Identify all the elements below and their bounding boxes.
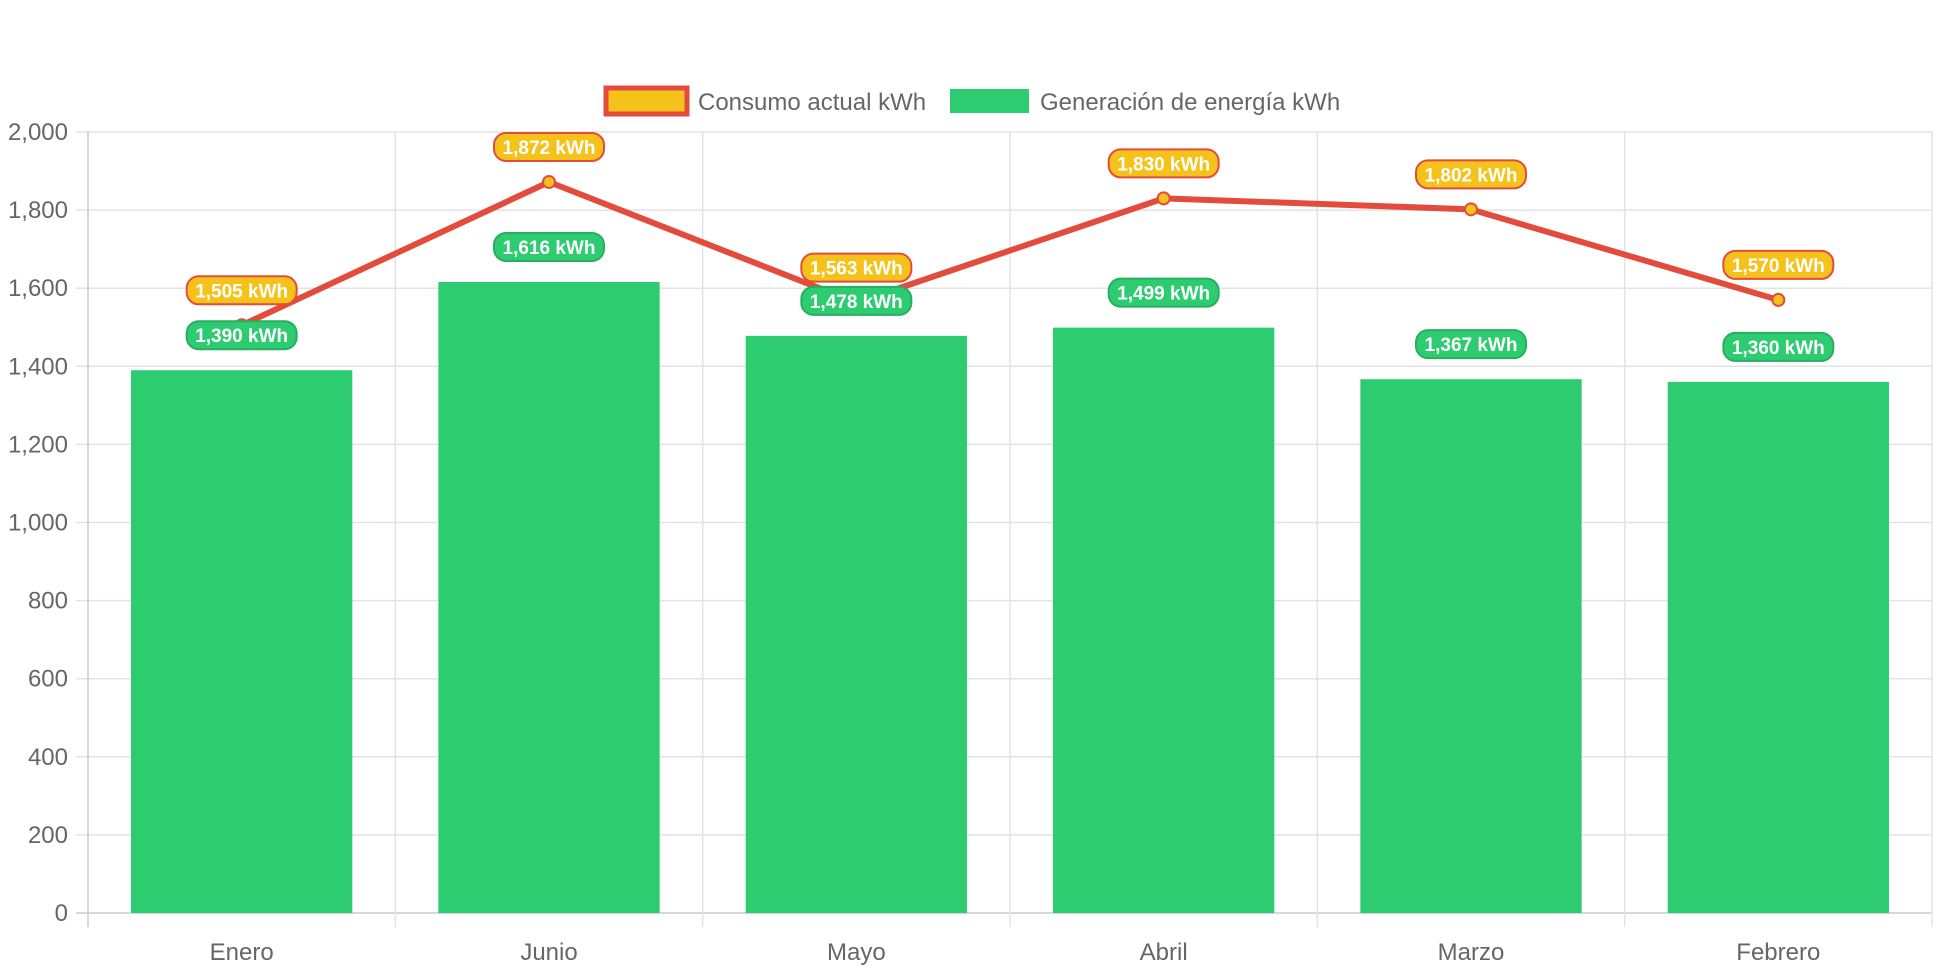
line-data-label: 1,830 kWh	[1107, 148, 1220, 179]
bar[interactable]	[1667, 381, 1889, 913]
bar[interactable]	[1360, 379, 1582, 913]
line-data-label-box	[185, 275, 298, 306]
bar-data-label: 1,390 kWh	[185, 320, 298, 351]
bar[interactable]	[438, 281, 660, 913]
y-tick-label: 1,200	[8, 431, 68, 458]
line-data-label-box	[800, 252, 913, 283]
y-axis: 0 200 400 600 800 1,000 1,200 1,400 1,600 1,800 2,…	[8, 119, 68, 927]
bar-data-label: 1,499 kWh	[1107, 277, 1220, 308]
line-data-label: 1,570 kWh	[1722, 249, 1835, 280]
legend-label-consumo: Consumo actual kWh	[698, 89, 926, 116]
bar-data-label-text: 1,367 kWh	[1425, 335, 1518, 356]
line-point[interactable]	[1771, 292, 1786, 307]
y-tick-label: 600	[28, 666, 68, 693]
bar-data-label-text: 1,616 kWh	[503, 238, 596, 259]
bar-data-label-text: 1,390 kWh	[195, 326, 288, 347]
bar-series	[131, 281, 1889, 914]
bar[interactable]	[1053, 327, 1275, 913]
y-tick-label: 0	[55, 900, 68, 927]
y-tick-label: 800	[28, 588, 68, 615]
data-labels: 1,390 kWh 1,616 kWh 1,478 kWh 1,499 kWh 1,36…	[185, 131, 1835, 362]
x-tick-label: Junio	[520, 939, 577, 966]
y-tick-label: 2,000	[8, 119, 68, 146]
y-tick-label: 400	[28, 744, 68, 771]
y-tick-label: 1,400	[8, 353, 68, 380]
bar-data-label: 1,478 kWh	[800, 285, 913, 316]
legend: Consumo actual kWh Generación de energía…	[603, 85, 1340, 117]
line-data-label-text: 1,830 kWh	[1117, 154, 1210, 175]
line-data-label: 1,563 kWh	[800, 252, 913, 283]
line-data-label-text: 1,872 kWh	[503, 138, 596, 159]
bar-data-label-box	[185, 320, 298, 351]
line-point[interactable]	[1156, 191, 1171, 206]
bar-data-label-text: 1,478 kWh	[810, 292, 903, 313]
line-path	[240, 178, 1780, 329]
x-tick-label: Abril	[1140, 939, 1188, 966]
bar-data-label-box	[1415, 329, 1527, 360]
x-tick-label: Marzo	[1438, 939, 1505, 966]
line-point[interactable]	[1464, 202, 1478, 217]
x-axis: Enero Junio Mayo Abril Marzo Febrero	[210, 939, 1821, 966]
legend-label-generacion: Generación de energía kWh	[1040, 89, 1340, 116]
y-tick-label: 1,000	[8, 510, 68, 537]
line-data-label: 1,872 kWh	[493, 131, 605, 162]
line-data-label-text: 1,570 kWh	[1732, 256, 1825, 277]
x-tick-label: Febrero	[1736, 939, 1820, 966]
bar-data-label-box	[493, 231, 605, 262]
legend-item-consumo[interactable]: Consumo actual kWh	[603, 85, 926, 117]
bar[interactable]	[131, 370, 353, 914]
x-tick-label: Mayo	[827, 939, 886, 966]
bar-data-label: 1,367 kWh	[1415, 329, 1527, 360]
y-tick-label: 200	[28, 822, 68, 849]
y-tick-label: 1,600	[8, 275, 68, 302]
bar-data-label: 1,360 kWh	[1722, 331, 1835, 362]
line-point[interactable]	[542, 174, 556, 189]
line-data-label: 1,505 kWh	[185, 275, 298, 306]
legend-swatch-generacion	[950, 89, 1029, 113]
line-data-label-text: 1,505 kWh	[195, 281, 288, 302]
line-data-label: 1,802 kWh	[1415, 159, 1527, 190]
bar-data-label-box	[1722, 331, 1835, 362]
legend-item-generacion[interactable]: Generación de energía kWh	[950, 89, 1340, 116]
line-data-label-box	[1722, 249, 1835, 280]
line-data-label-box	[1415, 159, 1527, 190]
legend-swatch-consumo	[603, 85, 690, 117]
x-tick-label: Enero	[210, 939, 274, 966]
y-tick-label: 1,800	[8, 197, 68, 224]
line-data-label-box	[493, 131, 605, 162]
line-data-label-text: 1,802 kWh	[1425, 165, 1518, 186]
bar-data-label-text: 1,360 kWh	[1732, 338, 1825, 359]
bar-data-label-box	[1107, 277, 1220, 308]
grid-lines	[76, 131, 1933, 927]
bar-data-label: 1,616 kWh	[493, 231, 605, 262]
line-data-label-box	[1107, 148, 1220, 179]
bar-data-label-text: 1,499 kWh	[1117, 284, 1210, 305]
bar-data-label-box	[800, 285, 913, 316]
line-data-label-text: 1,563 kWh	[810, 259, 903, 280]
bar[interactable]	[745, 335, 967, 913]
